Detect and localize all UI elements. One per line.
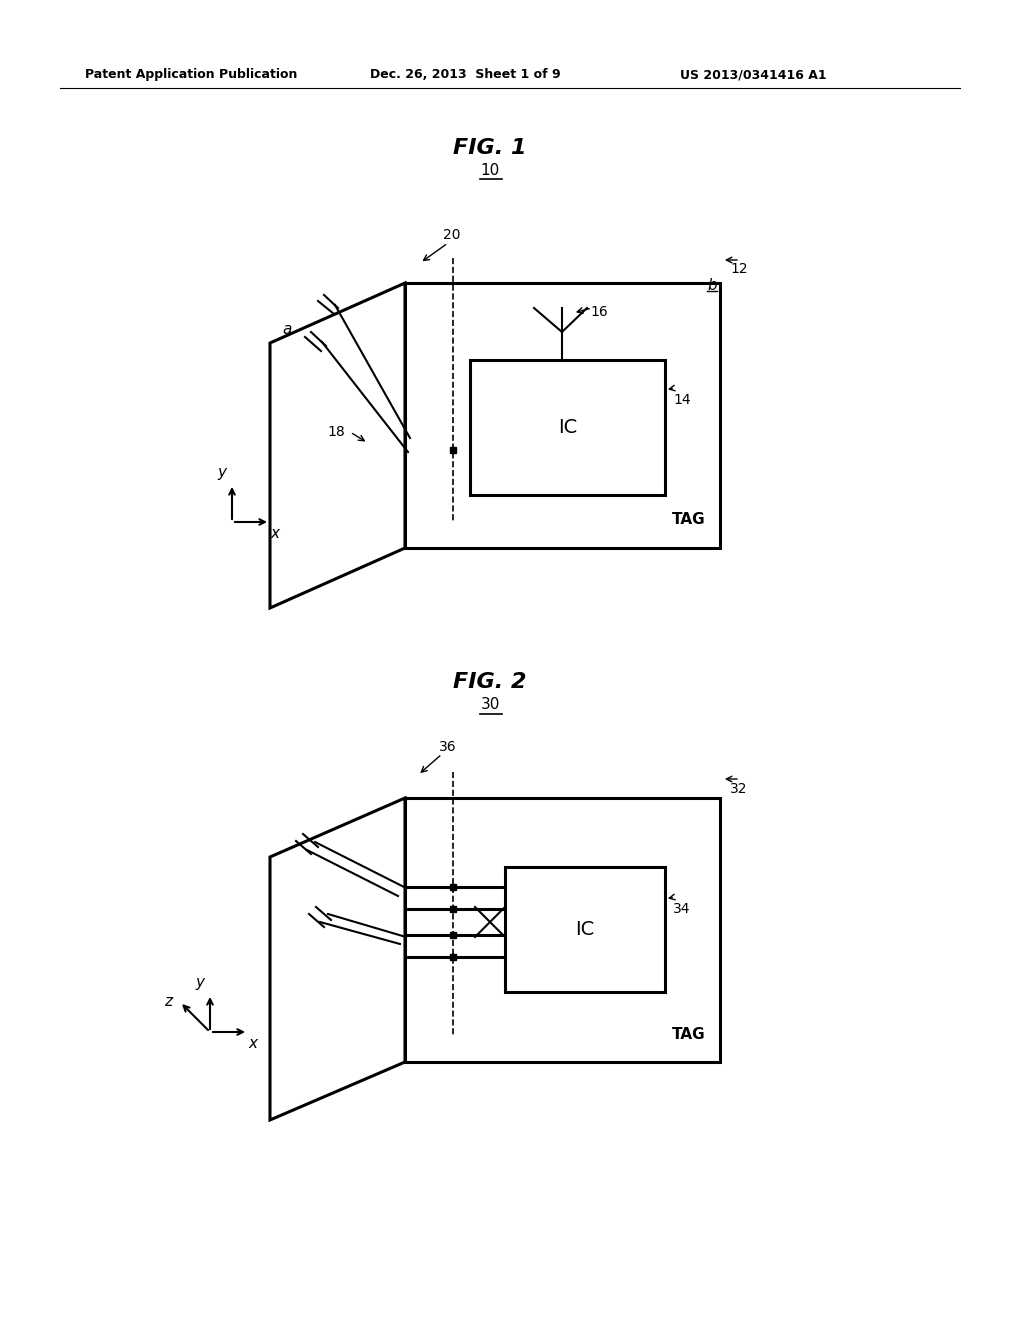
FancyBboxPatch shape: [470, 360, 665, 495]
Text: z: z: [164, 994, 172, 1008]
Text: US 2013/0341416 A1: US 2013/0341416 A1: [680, 69, 826, 81]
Text: a: a: [282, 322, 292, 338]
Text: FIG. 2: FIG. 2: [454, 672, 526, 692]
Text: Dec. 26, 2013  Sheet 1 of 9: Dec. 26, 2013 Sheet 1 of 9: [370, 69, 560, 81]
Text: x: x: [270, 525, 280, 541]
Text: FIG. 1: FIG. 1: [454, 139, 526, 158]
Text: x: x: [249, 1036, 257, 1051]
Text: 10: 10: [480, 162, 500, 178]
Text: TAG: TAG: [672, 512, 705, 527]
Text: 16: 16: [590, 305, 608, 319]
Text: 18: 18: [328, 425, 345, 440]
Text: 30: 30: [480, 697, 500, 711]
Text: y: y: [217, 465, 226, 480]
Text: 12: 12: [730, 261, 748, 276]
FancyBboxPatch shape: [505, 867, 665, 993]
Text: 20: 20: [443, 228, 461, 242]
Text: IC: IC: [558, 418, 578, 437]
Text: b: b: [707, 279, 717, 293]
Text: 32: 32: [730, 781, 748, 796]
Text: 36: 36: [439, 741, 457, 754]
Text: 14: 14: [673, 393, 690, 407]
Text: Patent Application Publication: Patent Application Publication: [85, 69, 297, 81]
Text: TAG: TAG: [672, 1027, 705, 1041]
Text: y: y: [196, 975, 205, 990]
Text: IC: IC: [575, 920, 595, 939]
Text: 34: 34: [673, 902, 690, 916]
